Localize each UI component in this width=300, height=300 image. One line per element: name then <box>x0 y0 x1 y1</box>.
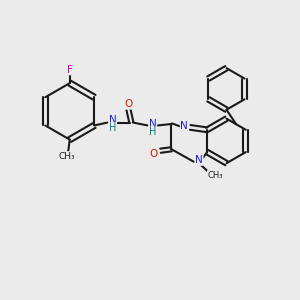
Text: N: N <box>195 155 203 165</box>
Text: O: O <box>124 99 133 109</box>
Text: H: H <box>149 127 156 137</box>
Text: CH₃: CH₃ <box>207 171 223 180</box>
Text: N: N <box>109 115 116 124</box>
Text: N: N <box>180 121 188 131</box>
Text: N: N <box>149 119 157 129</box>
Text: CH₃: CH₃ <box>58 152 75 161</box>
Text: O: O <box>149 149 158 159</box>
Text: H: H <box>109 123 116 133</box>
Text: F: F <box>67 65 73 75</box>
